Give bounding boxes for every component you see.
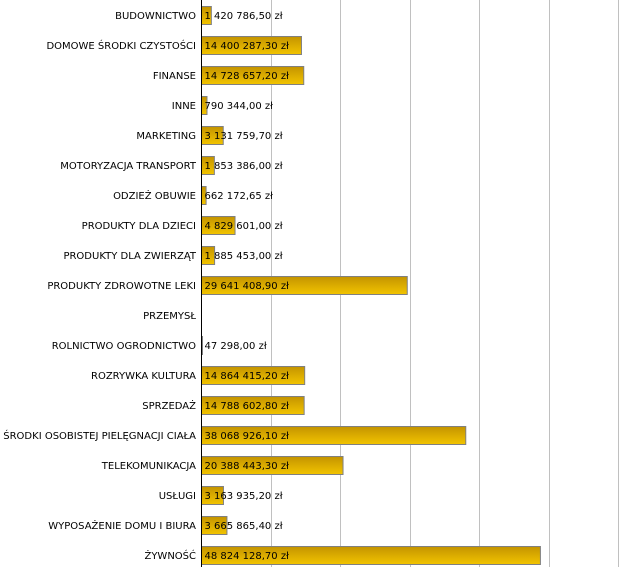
value-label: 1 853 386,00 zł — [205, 161, 283, 172]
category-label: PRZEMYSŁ — [143, 311, 196, 322]
category-label: MOTORYZACJA TRANSPORT — [60, 161, 197, 172]
value-label: 1 885 453,00 zł — [205, 251, 283, 262]
category-label: SPRZEDAŻ — [142, 399, 196, 412]
value-label: 14 864 415,20 zł — [205, 371, 290, 382]
category-label: INNE — [172, 101, 196, 112]
value-label: 29 641 408,90 zł — [205, 281, 290, 292]
value-label: 20 388 443,30 zł — [205, 461, 290, 472]
value-label: 3 163 935,20 zł — [205, 491, 283, 502]
value-label: 14 728 657,20 zł — [205, 71, 290, 82]
value-label: 4 829 601,00 zł — [205, 221, 283, 232]
value-label: 3 131 759,70 zł — [205, 131, 283, 142]
category-label: FINANSE — [153, 71, 196, 82]
category-label: PRODUKTY DLA DZIECI — [82, 221, 196, 232]
category-label: USŁUGI — [159, 491, 196, 502]
value-label: 1 420 786,50 zł — [205, 11, 283, 22]
value-label: 38 068 926,10 zł — [205, 431, 290, 442]
value-label: 48 824 128,70 zł — [205, 551, 290, 562]
category-label: PRODUKTY ZDROWOTNE LEKI — [47, 281, 196, 292]
category-label: ŻYWNOŚĆ — [144, 549, 196, 562]
value-label: 790 344,00 zł — [205, 101, 274, 112]
value-label: 47 298,00 zł — [205, 341, 267, 352]
category-label: TELEKOMUNIKACJA — [101, 461, 196, 472]
value-label: 14 400 287,30 zł — [205, 41, 290, 52]
category-label: MARKETING — [136, 131, 196, 142]
value-label: 14 788 602,80 zł — [205, 401, 290, 412]
category-label: ŚRODKI OSOBISTEJ PIELĘGNACJI CIAŁA — [3, 429, 196, 442]
category-label: PRODUKTY DLA ZWIERZĄT — [63, 251, 196, 262]
category-label: DOMOWE ŚRODKI CZYSTOŚCI — [46, 39, 196, 52]
category-label: ODZIEŻ OBUWIE — [113, 189, 196, 202]
value-label: 3 665 865,40 zł — [205, 521, 283, 532]
category-label: WYPOSAŻENIE DOMU I BIURA — [48, 519, 196, 532]
category-label: ROZRYWKA KULTURA — [91, 371, 196, 382]
value-label: 662 172,65 zł — [205, 191, 274, 202]
category-label: BUDOWNICTWO — [115, 11, 196, 22]
category-label: ROLNICTWO OGRODNICTWO — [52, 341, 196, 352]
